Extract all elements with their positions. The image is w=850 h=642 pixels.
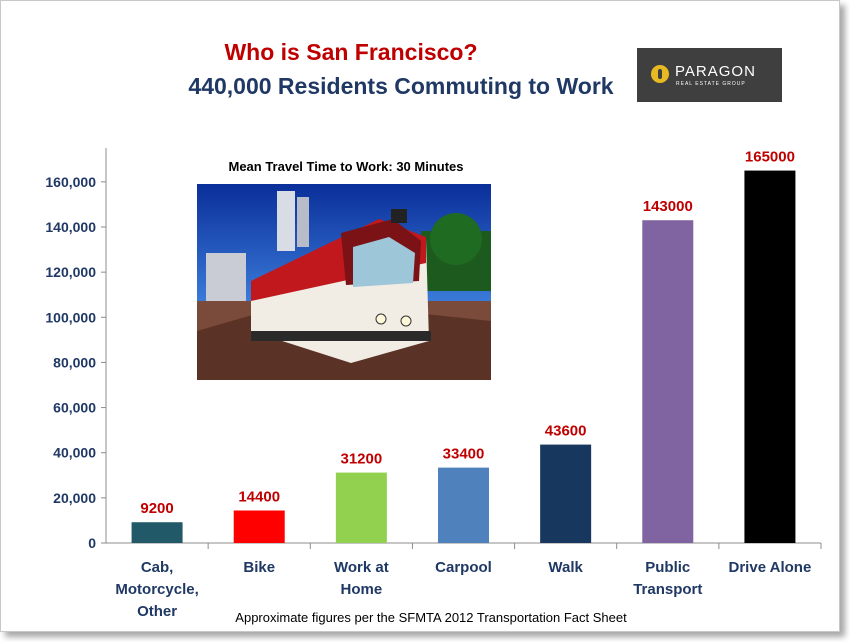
y-tick-label: 120,000 [45, 264, 96, 280]
chart-subtitle: 440,000 Residents Commuting to Work [188, 73, 614, 99]
data-label: 31200 [340, 451, 382, 468]
y-tick-label: 160,000 [45, 174, 96, 190]
slide: Who is San Francisco? 440,000 Residents … [0, 0, 840, 632]
data-label: 143000 [643, 198, 693, 215]
y-tick-label: 80,000 [53, 354, 96, 370]
data-label: 33400 [443, 446, 485, 463]
logo-subtitle: REAL ESTATE GROUP [676, 81, 746, 87]
tram-photo [197, 184, 491, 380]
x-tick-label: Walk [548, 559, 583, 576]
x-tick-label: Work at Home [334, 559, 389, 598]
footnote: Approximate figures per the SFMTA 2012 T… [235, 610, 627, 625]
paragon-logo: PARAGON REAL ESTATE GROUP [637, 48, 782, 102]
bar [438, 467, 489, 543]
data-label: 9200 [140, 500, 173, 517]
x-tick-label: Drive Alone [729, 559, 812, 576]
bar [335, 472, 387, 543]
paragon-logo-icon [651, 65, 669, 83]
x-tick-label: Cab, Motorcycle, Other [115, 559, 198, 620]
data-label: 165000 [745, 149, 795, 166]
bar [540, 444, 592, 543]
bar-chart: 0 20,000 40,000 60,000 80,000 100,000 120,000 1… [45, 148, 822, 620]
bar [642, 220, 694, 543]
photo-caption: Mean Travel Time to Work: 30 Minutes [228, 159, 464, 174]
bar [233, 510, 285, 543]
y-tick-label: 60,000 [53, 400, 96, 416]
y-tick-label: 0 [88, 535, 96, 551]
y-tick-label: 140,000 [45, 219, 96, 235]
x-tick-label: Carpool [435, 559, 492, 576]
x-tick-label: Public Transport [633, 559, 702, 598]
y-tick-label: 100,000 [45, 309, 96, 325]
bar [131, 522, 183, 543]
chart-title: Who is San Francisco? [224, 39, 478, 65]
logo-name: PARAGON [675, 63, 756, 80]
bar [744, 170, 796, 544]
x-tick-label: Bike [243, 559, 275, 576]
y-tick-label: 40,000 [53, 445, 96, 461]
y-tick-label: 20,000 [53, 490, 96, 506]
data-label: 43600 [545, 423, 587, 440]
data-label: 14400 [238, 488, 280, 505]
